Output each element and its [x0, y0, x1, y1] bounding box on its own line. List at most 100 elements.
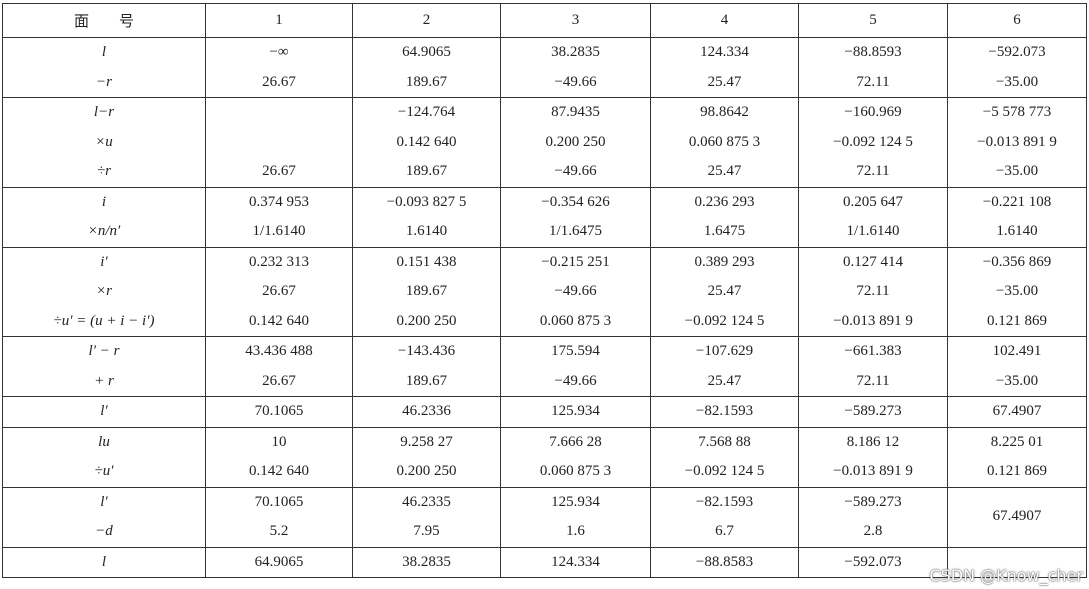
- group-row: i′ ×r ÷u′ = (u + i − i′) 0.232 313 26.67 0.14…: [2, 246, 1087, 337]
- cell-value: 125.934: [551, 493, 600, 510]
- cell-value: −0.013 891 9: [833, 312, 913, 329]
- cell-value: −589.273: [844, 403, 902, 419]
- header-cell: 面 号: [2, 3, 206, 38]
- value-cell: 0.205 647 1/1.6140: [798, 186, 948, 248]
- cell-value: −0.215 251: [541, 253, 610, 270]
- cell-value: 43.436 488: [245, 343, 313, 359]
- value-cell: 64.9065 189.67: [352, 37, 501, 98]
- cell-value: 125.934: [551, 403, 600, 419]
- value-cell: −5 578 773 −0.013 891 9 −35.00: [947, 97, 1087, 188]
- cell-value: 26.67: [262, 372, 296, 389]
- cell-value: 1.6475: [703, 223, 746, 239]
- cell-value: 72.11: [856, 372, 890, 389]
- cell-value: 87.9435: [551, 104, 600, 120]
- value-cell: −589.273: [798, 396, 948, 428]
- value-cell: 46.2335 7.95: [352, 486, 501, 548]
- cell-value: −0.092 124 5: [684, 463, 765, 479]
- cell-value: −82.1593: [695, 493, 754, 510]
- cell-value: −0.221 108: [982, 193, 1052, 210]
- value-cell: 0.389 293 25.47 −0.092 124 5: [650, 246, 799, 337]
- row-label: l′: [100, 403, 108, 419]
- row-label: i′: [100, 253, 108, 270]
- value-cell: 46.2336: [352, 396, 501, 428]
- cell-value: 124.334: [551, 553, 600, 570]
- cell-value: −∞: [269, 44, 289, 60]
- cell-value: 0.142 640: [249, 463, 309, 479]
- cell-value: −49.66: [554, 163, 597, 179]
- cell-value: 2.8: [863, 523, 883, 539]
- value-cell: 125.934: [500, 396, 651, 428]
- cell-value: 72.11: [856, 283, 890, 299]
- header-cell: 2: [352, 3, 501, 38]
- value-cell: 0.151 438 189.67 0.200 250: [352, 246, 501, 337]
- value-cell: 98.8642 0.060 875 3 25.47: [650, 97, 799, 188]
- cell-value: 5.2: [269, 523, 289, 539]
- value-cell: −0.356 869 −35.00 0.121 869: [947, 246, 1087, 337]
- label-cell: l′ −d: [2, 486, 206, 548]
- cell-value: 0.121 869: [987, 312, 1047, 329]
- value-cell: −592.073: [798, 546, 948, 578]
- cell-value: 0.200 250: [396, 312, 457, 329]
- cell-value: 72.11: [856, 163, 890, 179]
- value-cell: −0.215 251 −49.66 0.060 875 3: [500, 246, 651, 337]
- row-label: l: [101, 44, 107, 60]
- row-label: l′ − r: [88, 343, 120, 359]
- cell-value: 1.6: [566, 523, 585, 539]
- cell-value: 0.389 293: [694, 253, 755, 270]
- cell-value: 0.232 313: [249, 253, 309, 270]
- group-row: lu ÷u′ 10 0.142 640 9.258 27 0.200 250 7.666 2…: [2, 426, 1087, 488]
- value-cell: 70.1065: [205, 396, 353, 428]
- cell-value: −82.1593: [695, 403, 754, 419]
- group-row: l−r ×u ÷r 26.67 −124.764 0.142 640 189.67 87.94…: [2, 97, 1087, 188]
- label-cell: l′: [2, 396, 206, 428]
- cell-value: 67.4907: [992, 508, 1042, 525]
- row-label: ÷u′: [94, 463, 114, 479]
- label-cell: l−r ×u ÷r: [2, 97, 206, 188]
- group-row: l′ − r + r 43.436 488 26.67 −143.436 189.67 17…: [2, 336, 1087, 397]
- cell-value: 0.060 875 3: [539, 463, 612, 479]
- group-row: l′ 70.1065 46.2336 125.934 −82.1593 −589.273 6…: [2, 396, 1087, 428]
- row-label: ×r: [96, 283, 112, 299]
- label-cell: l: [2, 546, 206, 578]
- cell-value: −661.383: [844, 343, 902, 359]
- cell-value: −0.092 124 5: [833, 133, 913, 150]
- value-cell: −88.8583: [650, 546, 799, 578]
- cell-value: 124.334: [700, 44, 749, 60]
- value-cell: −160.969 −0.092 124 5 72.11: [798, 97, 948, 188]
- cell-value: 7.95: [413, 523, 440, 539]
- value-cell: −82.1593 6.7: [650, 486, 799, 548]
- value-cell: 0.127 414 72.11 −0.013 891 9: [798, 246, 948, 337]
- cell-value: −592.073: [844, 553, 902, 570]
- cell-value: 25.47: [707, 73, 742, 90]
- value-cell: 67.4907: [947, 486, 1087, 548]
- cell-value: −5 578 773: [982, 104, 1052, 120]
- cell-value: −107.629: [695, 343, 754, 359]
- row-label: ×u: [95, 133, 113, 150]
- cell-value: 1.6140: [996, 223, 1038, 239]
- blank-line: [206, 128, 352, 158]
- value-cell: 7.568 88 −0.092 124 5: [650, 426, 799, 488]
- value-cell: 26.67: [205, 97, 353, 188]
- row-label: ×n/n′: [87, 223, 121, 239]
- cell-value: 1/1.6140: [846, 223, 900, 239]
- row-label: −r: [96, 73, 112, 90]
- label-cell: l −r: [2, 37, 206, 98]
- value-cell: 70.1065 5.2: [205, 486, 353, 548]
- cell-value: 175.594: [551, 343, 600, 359]
- cell-value: 189.67: [405, 163, 448, 179]
- value-cell: −107.629 25.47: [650, 336, 799, 397]
- cell-value: 0.121 869: [987, 463, 1047, 479]
- cell-value: 8.186 12: [846, 433, 900, 450]
- cell-value: 0.236 293: [694, 193, 755, 210]
- cell-value: 7.568 88: [698, 433, 751, 450]
- cell-value: 98.8642: [700, 104, 749, 120]
- value-cell: −143.436 189.67: [352, 336, 501, 397]
- value-cell: 38.2835 −49.66: [500, 37, 651, 98]
- value-cell: 0.236 293 1.6475: [650, 186, 799, 248]
- group-row: l −r −∞ 26.67 64.9065 189.67 38.2835 −49.66 124.…: [2, 37, 1087, 98]
- cell-value: 0.200 250: [396, 463, 457, 479]
- group-row: i ×n/n′ 0.374 953 1/1.6140 −0.093 827 5 1.614…: [2, 186, 1087, 248]
- cell-value: 46.2336: [402, 403, 451, 419]
- cell-value: −35.00: [995, 73, 1039, 90]
